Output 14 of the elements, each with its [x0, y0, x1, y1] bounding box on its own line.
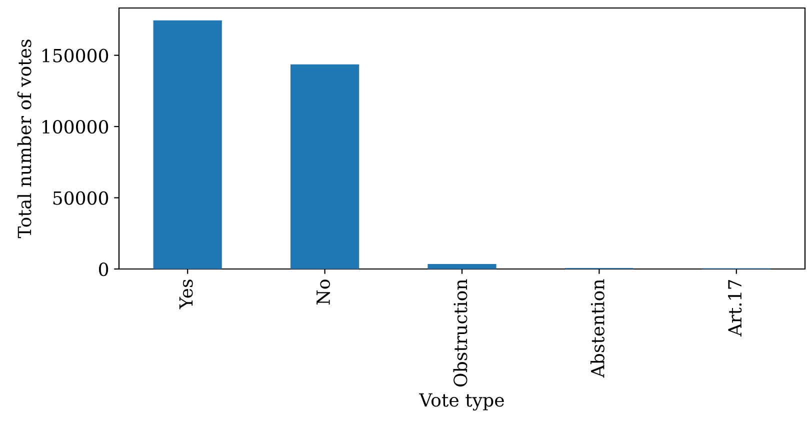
- bar: [153, 20, 222, 269]
- y-tick-label: 50000: [53, 191, 108, 205]
- x-tick-label: No: [316, 280, 330, 305]
- bar: [428, 264, 496, 269]
- y-tick-label: 150000: [42, 48, 108, 62]
- x-axis-title: Vote type: [419, 393, 504, 411]
- y-tick-label: 0: [98, 262, 108, 276]
- x-tick-label: Art.17: [728, 280, 742, 336]
- x-tick-label: Obstruction: [453, 279, 468, 386]
- bar: [290, 64, 360, 269]
- y-axis-title: Total number of votes: [17, 40, 32, 238]
- x-tick-label: Yes: [179, 280, 193, 310]
- x-tick-label: Abstention: [590, 279, 604, 378]
- y-tick-label: 100000: [42, 120, 108, 134]
